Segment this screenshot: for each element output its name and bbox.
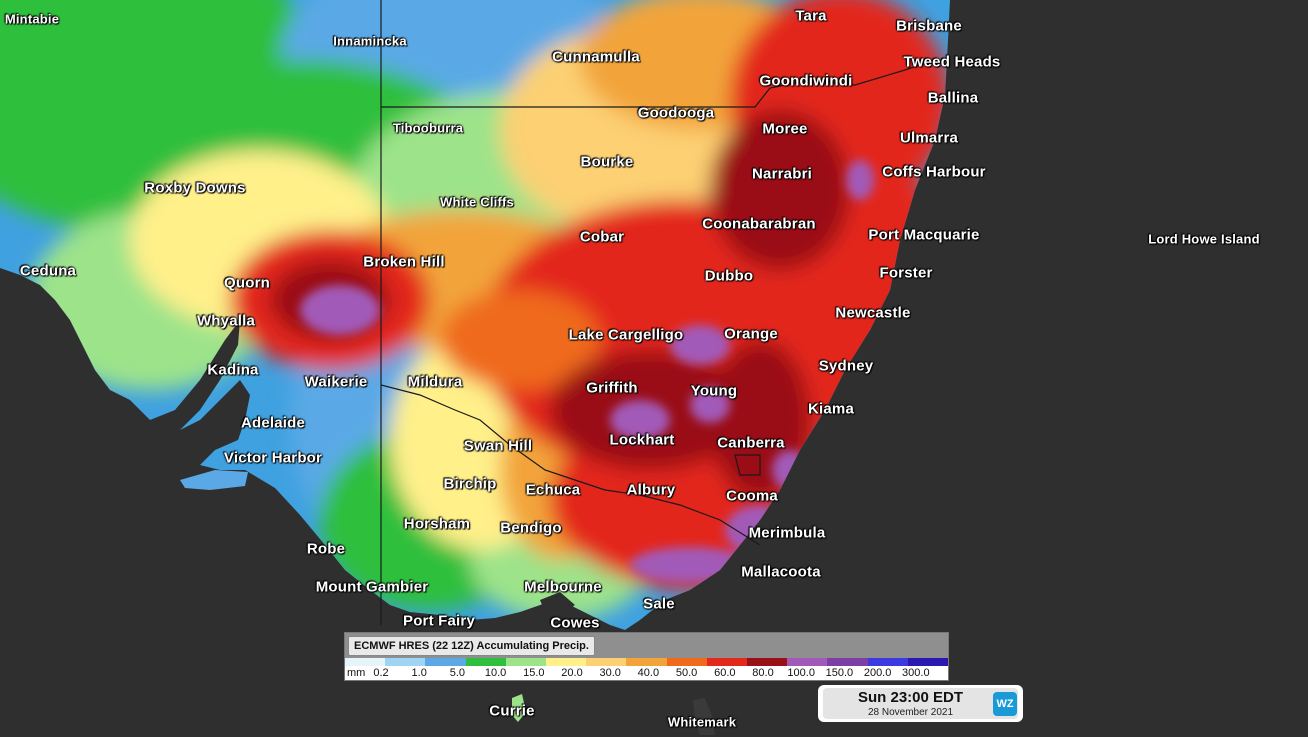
place-label: Kiama xyxy=(807,400,855,418)
legend-color-swatch xyxy=(546,658,587,666)
place-label: Melbourne xyxy=(524,578,602,596)
place-label: Cobar xyxy=(579,228,625,246)
place-label: Echuca xyxy=(525,481,581,499)
legend-color-swatch xyxy=(787,658,828,666)
place-label: Young xyxy=(690,382,738,400)
legend-color-swatch xyxy=(706,658,748,666)
legend-color-swatch xyxy=(907,658,949,666)
legend-color-swatch xyxy=(827,658,868,666)
place-label: Bendigo xyxy=(500,519,562,537)
place-label: Quorn xyxy=(224,274,270,292)
place-label: Tibooburra xyxy=(392,120,464,136)
weatherzone-logo-icon: WZ xyxy=(993,692,1017,716)
legend-tick: 15.0 xyxy=(523,667,545,679)
legend-tick: 5.0 xyxy=(449,667,466,679)
place-label: Roxby Downs xyxy=(144,179,246,197)
place-label: Lockhart xyxy=(609,431,675,449)
place-label: Narrabri xyxy=(752,165,812,183)
legend-color-swatch xyxy=(626,658,667,666)
place-label: Tweed Heads xyxy=(903,53,1001,71)
place-label: Robe xyxy=(306,540,346,558)
place-label: Bourke xyxy=(580,153,634,171)
place-label: Coffs Harbour xyxy=(882,163,986,181)
legend-tick: 300.0 xyxy=(902,667,930,679)
place-label: Cunnamulla xyxy=(552,48,640,66)
place-label: Swan Hill xyxy=(463,437,533,455)
legend-color-swatch xyxy=(586,658,627,666)
place-label: Mount Gambier xyxy=(315,578,429,596)
legend-tick: 10.0 xyxy=(484,667,507,679)
legend-tick: 200.0 xyxy=(863,667,892,679)
legend-tick: 1.0 xyxy=(411,667,427,679)
place-label: Griffith xyxy=(586,379,638,397)
forecast-time: Sun 23:00 EDT xyxy=(857,689,964,706)
legend-unit: mm xyxy=(347,667,366,679)
place-label: Merimbula xyxy=(748,524,826,542)
legend-color-swatch xyxy=(465,658,506,666)
place-label: Waikerie xyxy=(304,373,368,391)
legend-tick-labels: mm 0.2 1.0 5.0 10.0 15.0 20.0 30.0 40.0 50.0 60.0… xyxy=(345,666,948,680)
place-label: Ulmarra xyxy=(899,129,959,147)
place-label: Canberra xyxy=(717,434,785,452)
place-label: Goondiwindi xyxy=(759,72,853,90)
timestamp-box: Sun 23:00 EDT 28 November 2021 WZ xyxy=(818,685,1023,722)
forecast-date: 28 November 2021 xyxy=(867,707,954,718)
place-label: Cooma xyxy=(726,487,778,505)
precip-legend: ECMWF HRES (22 12Z) Accumulating Precip.… xyxy=(344,632,949,681)
place-label: Mildura xyxy=(407,373,463,391)
place-label: Mintabie xyxy=(4,11,60,27)
place-label: Lord Howe Island xyxy=(1148,231,1260,247)
legend-tick: 50.0 xyxy=(675,667,698,679)
place-label: Ballina xyxy=(927,89,979,107)
place-label: Lake Cargelligo xyxy=(568,326,684,344)
place-label: Goodooga xyxy=(637,104,715,122)
place-label: Kadina xyxy=(207,361,259,379)
place-label: Birchip xyxy=(443,475,497,493)
place-label: Dubbo xyxy=(704,267,754,285)
place-label: Coonabarabran xyxy=(702,215,816,233)
legend-tick: 0.2 xyxy=(373,667,389,679)
place-label: Cowes xyxy=(550,614,600,632)
place-label: Port Fairy xyxy=(402,612,476,630)
legend-color-swatch xyxy=(867,658,908,666)
place-label: Forster xyxy=(879,264,933,282)
place-label: Horsham xyxy=(403,515,471,533)
place-label: Victor Harbor xyxy=(223,449,323,467)
place-label: White Cliffs xyxy=(440,194,514,210)
legend-color-swatch xyxy=(505,658,547,666)
place-label: Albury xyxy=(626,481,676,499)
legend-tick: 30.0 xyxy=(599,667,621,679)
place-label: Innamincka xyxy=(333,33,407,49)
legend-color-swatch xyxy=(425,658,466,666)
place-label: Tara xyxy=(795,7,827,25)
legend-color-swatch xyxy=(747,658,788,666)
place-label: Newcastle xyxy=(835,304,911,322)
legend-color-bar xyxy=(345,658,949,666)
place-label: Currie xyxy=(489,702,535,720)
legend-color-swatch xyxy=(345,658,386,666)
place-label: Whyalla xyxy=(196,312,256,330)
legend-title: ECMWF HRES (22 12Z) Accumulating Precip. xyxy=(348,636,595,656)
place-label: Moree xyxy=(762,120,808,138)
place-label: Adelaide xyxy=(240,414,306,432)
place-label: Whitemark xyxy=(667,714,737,730)
legend-tick: 80.0 xyxy=(752,667,774,679)
place-label: Broken Hill xyxy=(363,253,445,271)
legend-tick: 60.0 xyxy=(714,667,736,679)
legend-tick: 150.0 xyxy=(825,667,854,679)
place-label: Sydney xyxy=(818,357,874,375)
legend-tick: 20.0 xyxy=(561,667,583,679)
place-label: Port Macquarie xyxy=(868,226,980,244)
place-label: Sale xyxy=(643,595,675,613)
legend-tick: 40.0 xyxy=(637,667,660,679)
legend-color-swatch xyxy=(666,658,707,666)
place-label: Ceduna xyxy=(19,262,77,280)
legend-color-swatch xyxy=(385,658,426,666)
legend-tick: 100.0 xyxy=(787,667,815,679)
place-label: Orange xyxy=(724,325,778,343)
place-label: Mallacoota xyxy=(741,563,821,581)
place-label: Brisbane xyxy=(896,17,962,35)
